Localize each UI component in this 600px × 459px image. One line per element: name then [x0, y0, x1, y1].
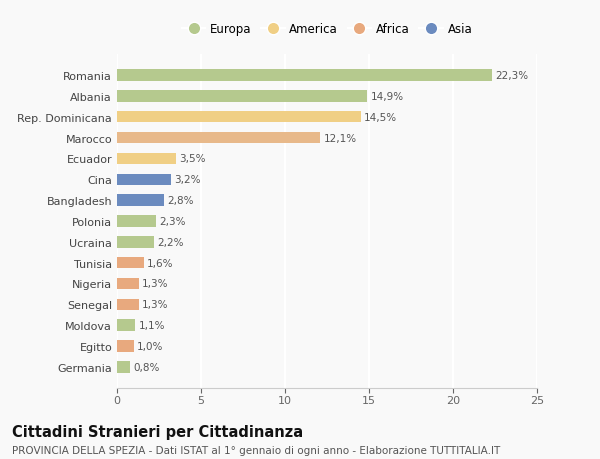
- Bar: [117, 216, 155, 227]
- Bar: [117, 195, 164, 207]
- Bar: [117, 278, 139, 290]
- Text: 0,8%: 0,8%: [134, 362, 160, 372]
- Text: 12,1%: 12,1%: [323, 133, 357, 143]
- Text: 14,5%: 14,5%: [364, 112, 397, 123]
- Text: 1,0%: 1,0%: [137, 341, 164, 351]
- Bar: [117, 91, 367, 102]
- Text: PROVINCIA DELLA SPEZIA - Dati ISTAT al 1° gennaio di ogni anno - Elaborazione TU: PROVINCIA DELLA SPEZIA - Dati ISTAT al 1…: [12, 445, 500, 455]
- Bar: [117, 361, 130, 373]
- Bar: [117, 257, 144, 269]
- Text: 1,1%: 1,1%: [139, 320, 166, 330]
- Text: 3,2%: 3,2%: [174, 175, 200, 185]
- Text: 3,5%: 3,5%: [179, 154, 206, 164]
- Bar: [117, 320, 136, 331]
- Text: 1,6%: 1,6%: [147, 258, 174, 268]
- Text: 1,3%: 1,3%: [142, 300, 169, 310]
- Bar: [117, 70, 491, 82]
- Legend: Europa, America, Africa, Asia: Europa, America, Africa, Asia: [179, 21, 475, 39]
- Text: Cittadini Stranieri per Cittadinanza: Cittadini Stranieri per Cittadinanza: [12, 425, 303, 440]
- Text: 14,9%: 14,9%: [371, 92, 404, 102]
- Bar: [117, 133, 320, 144]
- Bar: [117, 341, 134, 352]
- Text: 2,8%: 2,8%: [167, 196, 194, 206]
- Text: 1,3%: 1,3%: [142, 279, 169, 289]
- Bar: [117, 174, 171, 185]
- Bar: [117, 112, 361, 123]
- Text: 2,2%: 2,2%: [157, 237, 184, 247]
- Bar: [117, 236, 154, 248]
- Text: 22,3%: 22,3%: [495, 71, 528, 81]
- Bar: [117, 153, 176, 165]
- Bar: [117, 299, 139, 310]
- Text: 2,3%: 2,3%: [159, 217, 185, 226]
